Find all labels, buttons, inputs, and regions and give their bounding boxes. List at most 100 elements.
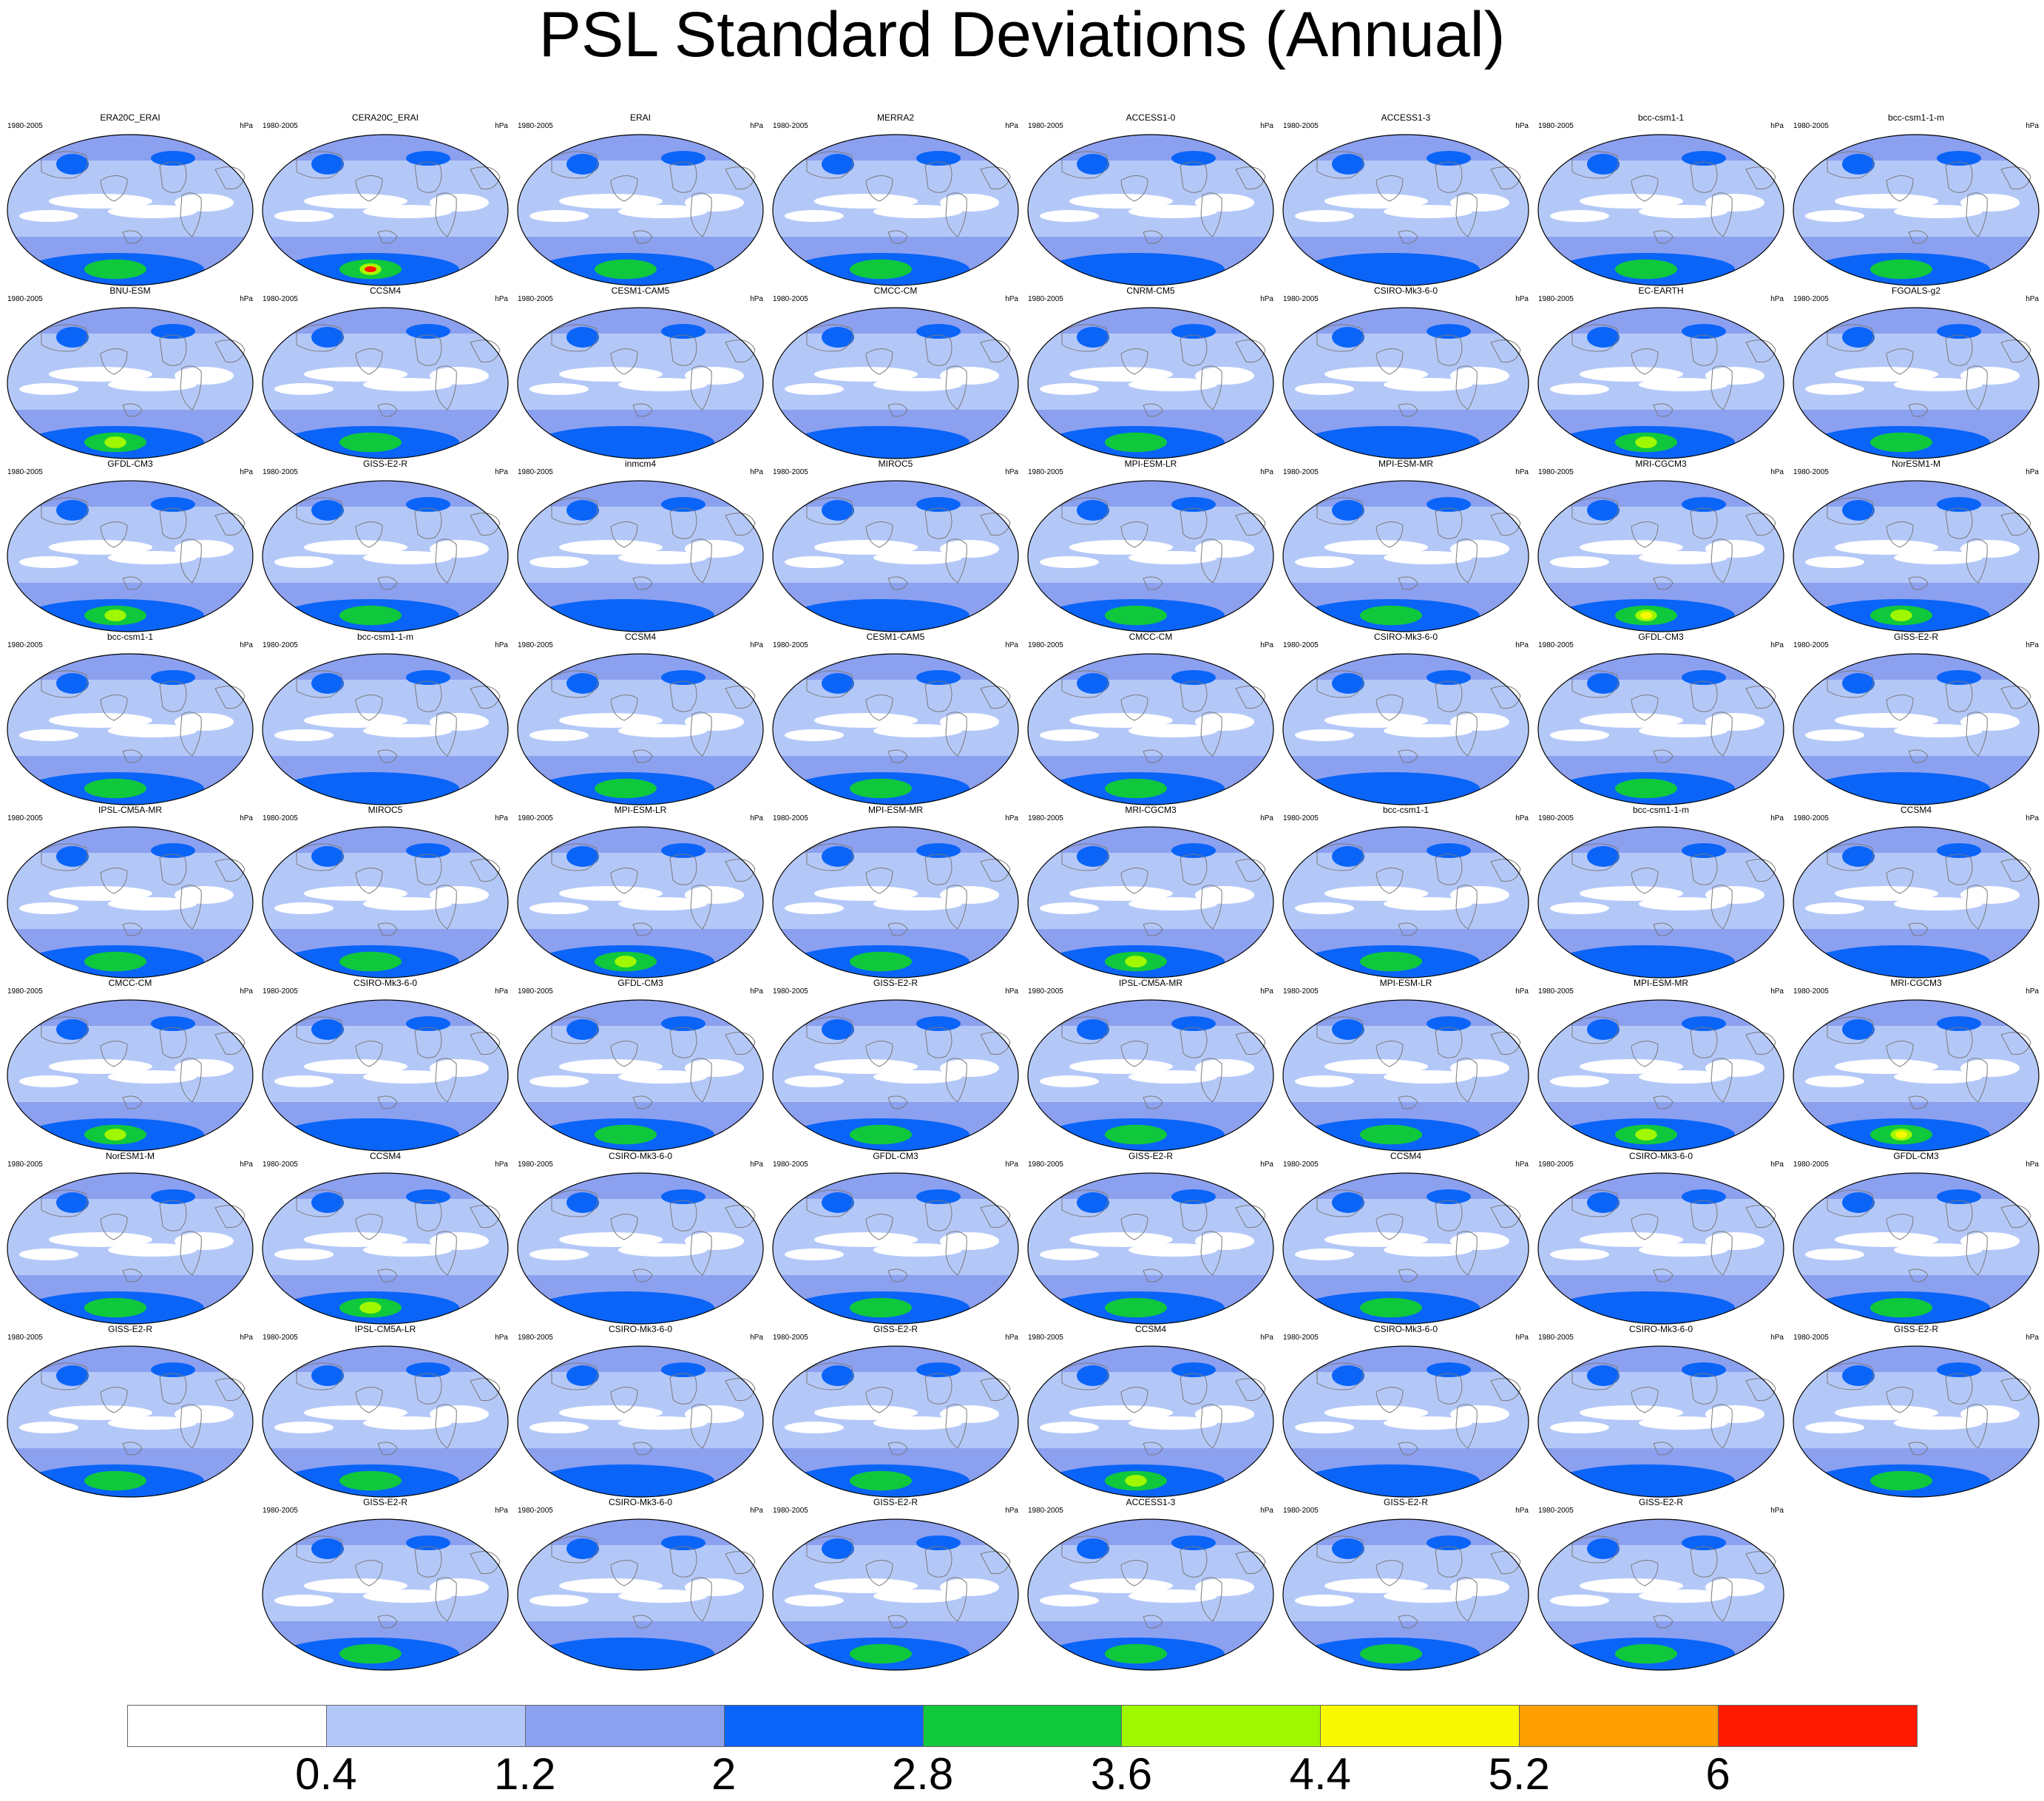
coastline xyxy=(1316,151,1364,179)
low-variability-band xyxy=(814,1405,918,1420)
coastline xyxy=(2000,339,2031,363)
map-svg xyxy=(7,826,254,979)
coastline xyxy=(551,843,598,871)
low-variability-band xyxy=(1295,1422,1354,1433)
north-pacific-maximum xyxy=(822,1365,854,1386)
coastline xyxy=(214,513,246,536)
coastline xyxy=(1490,1378,1521,1402)
low-variability-band xyxy=(1705,1578,1764,1596)
low-variability-band xyxy=(1550,556,1609,568)
coastline xyxy=(1316,843,1364,871)
panel-title: CSIRO-Mk3-6-0 xyxy=(1628,1151,1693,1161)
coastline xyxy=(1316,324,1364,352)
panel-title: CCSM4 xyxy=(1390,1151,1421,1161)
north-pacific-maximum xyxy=(566,327,599,348)
panel-years: 1980-2005 xyxy=(7,468,43,476)
low-variability-band xyxy=(559,713,663,728)
panel-units: hPa xyxy=(1005,468,1018,476)
coastline xyxy=(435,192,457,237)
coastline xyxy=(180,538,202,584)
map-frame xyxy=(1793,134,2040,286)
map-svg xyxy=(7,307,254,459)
low-variability-band xyxy=(1040,1075,1099,1087)
northern-band xyxy=(773,481,1018,507)
coastline xyxy=(377,1615,398,1629)
map-svg xyxy=(1793,826,2040,979)
panel-units: hPa xyxy=(1515,468,1529,476)
north-pacific-maximum xyxy=(311,1538,344,1559)
low-variability-band xyxy=(108,1416,197,1430)
northern-band xyxy=(1028,308,1273,334)
map-frame xyxy=(517,1518,764,1671)
north-pacific-maximum xyxy=(56,1365,89,1386)
north-pacific-maximum xyxy=(1842,327,1875,348)
coastline xyxy=(1120,695,1148,721)
low-variability-band xyxy=(19,902,78,914)
north-atlantic-maximum xyxy=(1171,1016,1216,1031)
northern-band xyxy=(1283,1346,1529,1372)
coastline xyxy=(1235,1378,1266,1402)
low-variability-band xyxy=(1580,1232,1683,1247)
low-variability-band xyxy=(873,1589,962,1603)
coastline xyxy=(2000,1032,2031,1055)
coastline xyxy=(414,161,442,193)
map-svg xyxy=(262,1345,509,1498)
coastline xyxy=(865,695,893,721)
coastline xyxy=(1120,1041,1148,1067)
map-panel: CSIRO-Mk3-6-0 1980-2005 hPa xyxy=(1282,1324,1530,1498)
coastline xyxy=(551,1016,598,1044)
panel-years: 1980-2005 xyxy=(1028,295,1063,303)
north-pacific-maximum xyxy=(311,846,344,867)
north-atlantic-maximum xyxy=(151,843,195,858)
southern-ocean-maximum xyxy=(339,1470,402,1491)
north-atlantic-maximum xyxy=(916,1189,961,1204)
low-variability-band xyxy=(1639,1589,1727,1603)
map-panel: CSIRO-Mk3-6-0 1980-2005 hPa xyxy=(1537,1324,1785,1498)
north-atlantic-maximum xyxy=(661,1016,705,1031)
map-frame xyxy=(772,1172,1019,1325)
map-frame xyxy=(1537,999,1784,1152)
coastline xyxy=(180,365,202,410)
coastline xyxy=(1061,1016,1109,1044)
low-variability-band xyxy=(1639,1416,1727,1430)
coastline xyxy=(725,1378,756,1402)
southern-ocean-maximum xyxy=(595,778,657,799)
low-variability-band xyxy=(940,713,999,731)
north-atlantic-maximum xyxy=(151,1362,195,1377)
colorbar-tick-label: 3.6 xyxy=(1090,1749,1153,1799)
coastline xyxy=(865,175,893,202)
low-variability-band xyxy=(430,1578,489,1596)
low-variability-band xyxy=(1295,1248,1354,1260)
low-variability-band xyxy=(940,1405,999,1423)
coastline xyxy=(435,1058,457,1103)
coastline xyxy=(945,885,967,930)
panel-years: 1980-2005 xyxy=(1793,1160,1829,1169)
colorbar-tick-label: 2 xyxy=(711,1749,737,1799)
coastline xyxy=(1690,507,1718,539)
low-variability-band xyxy=(1195,1232,1254,1250)
panel-units: hPa xyxy=(1260,1334,1273,1342)
coastline xyxy=(690,1058,712,1103)
coastline xyxy=(669,1027,697,1058)
panel-years: 1980-2005 xyxy=(1283,987,1319,996)
coastline xyxy=(1886,695,1914,721)
low-variability-band xyxy=(1705,713,1764,731)
low-variability-band xyxy=(430,194,489,212)
panel-title: CSIRO-Mk3-6-0 xyxy=(608,1324,672,1334)
north-pacific-maximum xyxy=(1332,846,1364,867)
coastline xyxy=(1061,497,1109,525)
panel-title: MPI-ESM-LR xyxy=(614,805,667,815)
map-svg xyxy=(1793,653,2040,805)
coastline xyxy=(122,1095,143,1109)
coastline xyxy=(1710,712,1733,757)
panel-years: 1980-2005 xyxy=(1028,814,1063,822)
map-svg xyxy=(262,826,509,979)
northern-band xyxy=(518,481,763,507)
north-pacific-maximum xyxy=(1587,1365,1620,1386)
panel-title: BNU-ESM xyxy=(109,285,151,296)
low-variability-band xyxy=(1384,724,1472,737)
northern-band xyxy=(1793,654,2039,680)
low-variability-band xyxy=(1195,713,1254,731)
coastline xyxy=(1375,1214,1404,1240)
panel-years: 1980-2005 xyxy=(1028,1334,1063,1342)
